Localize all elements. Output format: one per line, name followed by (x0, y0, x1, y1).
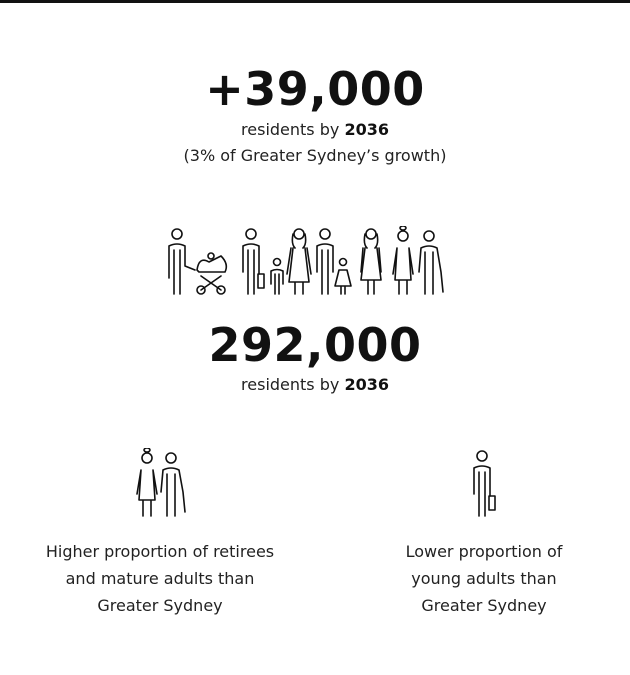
total-caption: residents by 2036 (0, 373, 630, 397)
fact-young-adults: Lower proportion of young adults than Gr… (334, 448, 630, 619)
growth-share: (3% of Greater Sydney’s growth) (183, 146, 447, 165)
growth-caption-prefix: residents by (241, 120, 345, 139)
fact-young-line-2: young adults than (411, 569, 557, 588)
growth-caption-year: 2036 (344, 120, 389, 139)
fact-young-line-3: Greater Sydney (421, 596, 547, 615)
fact-older-line-2: and mature adults than (65, 569, 255, 588)
top-divider (0, 0, 630, 3)
fact-older-line-3: Greater Sydney (97, 596, 223, 615)
fact-older-line-1: Higher proportion of retirees (45, 542, 275, 561)
growth-value: +39,000 (205, 62, 425, 116)
total-stat: 292,000 (0, 322, 630, 368)
fact-young-line-1: Lower proportion of (405, 542, 563, 561)
growth-stat: +39,000 (0, 66, 630, 112)
growth-caption: residents by 2036 (0, 118, 630, 142)
total-caption-prefix: residents by (241, 375, 345, 394)
population-group-icon (0, 226, 630, 298)
fact-older-adults: Higher proportion of retirees and mature… (10, 448, 310, 619)
older-couple-icon (10, 448, 310, 518)
total-value: 292,000 (208, 318, 422, 372)
total-caption-year: 2036 (344, 375, 389, 394)
young-adult-icon (334, 448, 630, 518)
